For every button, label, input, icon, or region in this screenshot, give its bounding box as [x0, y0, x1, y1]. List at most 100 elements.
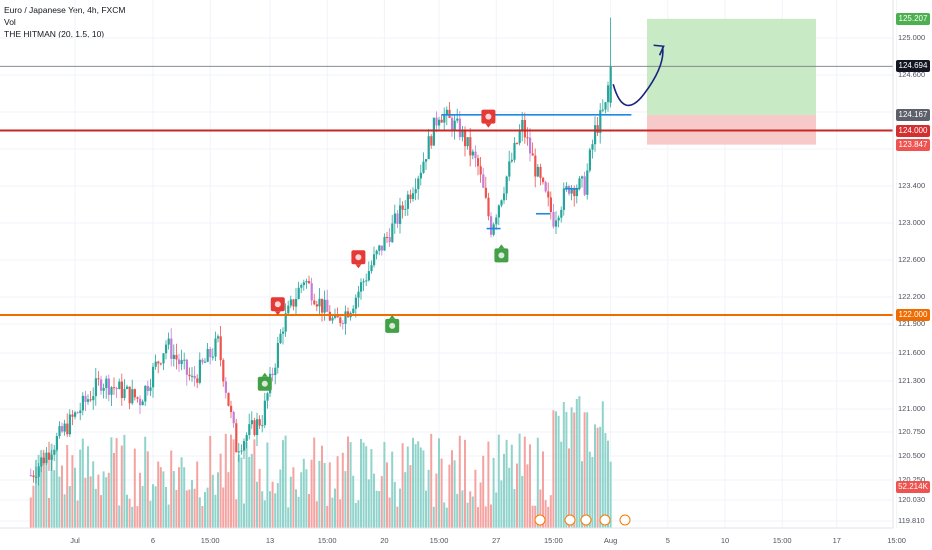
candle[interactable]	[344, 311, 347, 324]
candle[interactable]	[323, 299, 326, 313]
candle[interactable]	[157, 361, 160, 364]
candle[interactable]	[523, 120, 526, 138]
candle[interactable]	[204, 361, 207, 363]
candle[interactable]	[271, 373, 274, 376]
candle[interactable]	[432, 117, 435, 146]
event-icon[interactable]	[580, 514, 592, 526]
candle[interactable]	[508, 161, 511, 177]
candle[interactable]	[518, 131, 521, 144]
candle[interactable]	[391, 223, 394, 243]
candle[interactable]	[414, 189, 417, 194]
candle[interactable]	[94, 378, 97, 397]
candle[interactable]	[219, 336, 222, 361]
candle[interactable]	[591, 144, 594, 150]
candle[interactable]	[570, 188, 573, 194]
candle[interactable]	[198, 359, 201, 383]
candle[interactable]	[482, 174, 485, 188]
candle[interactable]	[133, 389, 136, 398]
candle[interactable]	[37, 466, 40, 477]
candle[interactable]	[180, 360, 183, 365]
candle[interactable]	[396, 213, 399, 224]
candle[interactable]	[53, 449, 56, 455]
candle[interactable]	[240, 450, 243, 452]
candle[interactable]	[152, 366, 155, 388]
candle[interactable]	[328, 311, 331, 321]
candle[interactable]	[497, 205, 500, 218]
candle[interactable]	[68, 414, 71, 435]
candle[interactable]	[458, 118, 461, 138]
event-icon[interactable]	[564, 514, 576, 526]
candle[interactable]	[341, 323, 344, 325]
candle[interactable]	[79, 410, 82, 414]
candle[interactable]	[120, 381, 123, 399]
candle[interactable]	[217, 336, 220, 339]
candle[interactable]	[531, 153, 534, 156]
candle[interactable]	[456, 118, 459, 121]
candle[interactable]	[224, 381, 227, 393]
candle[interactable]	[419, 172, 422, 179]
candle[interactable]	[370, 265, 373, 272]
candle[interactable]	[422, 161, 425, 173]
candle[interactable]	[469, 137, 472, 156]
candle[interactable]	[48, 452, 51, 460]
candle[interactable]	[406, 194, 409, 209]
candle[interactable]	[45, 452, 48, 464]
candle[interactable]	[321, 298, 324, 313]
candle[interactable]	[562, 188, 565, 210]
candle[interactable]	[573, 188, 576, 197]
candle[interactable]	[500, 200, 503, 206]
candle[interactable]	[539, 166, 542, 178]
candle[interactable]	[110, 387, 113, 395]
candle[interactable]	[464, 129, 467, 147]
candle[interactable]	[253, 420, 256, 435]
candle[interactable]	[388, 236, 391, 243]
candle[interactable]	[167, 338, 170, 345]
candle[interactable]	[568, 186, 571, 194]
candle[interactable]	[425, 159, 428, 162]
candle[interactable]	[201, 359, 204, 363]
candle[interactable]	[552, 212, 555, 227]
candle[interactable]	[206, 349, 209, 362]
candle[interactable]	[74, 412, 77, 417]
candle[interactable]	[443, 115, 446, 123]
candle[interactable]	[139, 398, 142, 406]
candle[interactable]	[383, 236, 386, 251]
candle[interactable]	[146, 385, 149, 391]
candle[interactable]	[479, 166, 482, 175]
candle[interactable]	[287, 305, 290, 314]
candle[interactable]	[89, 399, 92, 401]
candle[interactable]	[61, 426, 64, 432]
candle[interactable]	[305, 281, 308, 283]
candle[interactable]	[209, 349, 212, 358]
candle[interactable]	[362, 281, 365, 283]
candle[interactable]	[183, 359, 186, 361]
candle[interactable]	[302, 282, 305, 286]
candle[interactable]	[534, 155, 537, 177]
target-price-tag[interactable]: 125.207	[896, 12, 930, 25]
candle[interactable]	[451, 117, 454, 132]
candle[interactable]	[399, 205, 402, 224]
candle[interactable]	[105, 378, 108, 389]
candle[interactable]	[445, 109, 448, 116]
candle[interactable]	[471, 151, 474, 156]
candle[interactable]	[188, 374, 191, 377]
candle[interactable]	[427, 136, 430, 160]
candle[interactable]	[261, 425, 264, 427]
candle[interactable]	[386, 236, 389, 238]
candle[interactable]	[211, 356, 214, 358]
candle[interactable]	[588, 149, 591, 171]
event-icon[interactable]	[534, 514, 546, 526]
candle[interactable]	[380, 245, 383, 251]
candle[interactable]	[295, 298, 298, 307]
candle[interactable]	[81, 395, 84, 411]
candle[interactable]	[440, 119, 443, 123]
candle[interactable]	[92, 396, 95, 401]
candle[interactable]	[55, 436, 58, 450]
candle[interactable]	[300, 285, 303, 288]
candle[interactable]	[339, 317, 342, 324]
volume-label[interactable]: Vol	[4, 17, 16, 27]
candle[interactable]	[282, 331, 285, 334]
candle[interactable]	[365, 280, 368, 282]
candle[interactable]	[453, 120, 456, 132]
